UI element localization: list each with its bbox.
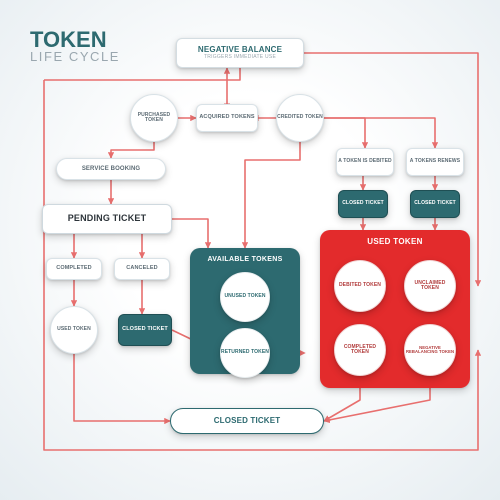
- panel-label: USED TOKEN: [367, 238, 423, 246]
- node-sublabel: TRIGGERS IMMEDIATE USE: [204, 55, 276, 60]
- title-line2: LIFE CYCLE: [30, 51, 120, 63]
- node-pending: PENDING TICKET: [42, 204, 172, 234]
- node-credited: CREDITED TOKEN: [276, 94, 324, 142]
- node-label: NEGATIVE REBALANCING TOKEN: [405, 346, 455, 355]
- node-label: SERVICE BOOKING: [82, 166, 140, 172]
- node-closed_tk_big: CLOSED TICKET: [170, 408, 324, 434]
- node-label: DEBITED TOKEN: [339, 283, 381, 288]
- node-label: USED TOKEN: [57, 327, 91, 332]
- node-debited_tok: DEBITED TOKEN: [334, 260, 386, 312]
- node-label: CLOSED TICKET: [122, 327, 168, 333]
- node-label: ACQUIRED TOKENS: [199, 115, 254, 121]
- node-unclaimed: UNCLAIMED TOKEN: [404, 260, 456, 312]
- node-neg_bal: NEGATIVE BALANCETRIGGERS IMMEDIATE USE: [176, 38, 304, 68]
- node-label: COMPLETED: [56, 266, 92, 272]
- node-acquired: ACQUIRED TOKENS: [196, 104, 258, 132]
- node-label: A TOKEN IS DEBITED: [338, 159, 391, 164]
- node-purchased: PURCHASED TOKEN: [130, 94, 178, 142]
- node-label: CANCELED: [126, 266, 157, 272]
- node-label: UNUSED TOKEN: [224, 294, 265, 299]
- node-neg_rebal: NEGATIVE REBALANCING TOKEN: [404, 324, 456, 376]
- node-label: CREDITED TOKEN: [277, 115, 323, 120]
- title-line1: TOKEN: [30, 30, 120, 51]
- panel-label: AVAILABLE TOKENS: [207, 256, 282, 263]
- token-lifecycle-diagram: TOKEN LIFE CYCLE AVAILABLE TOKENS USED TO…: [0, 0, 500, 500]
- node-renews_note: A TOKENS RENEWS: [406, 148, 464, 176]
- node-label: CLOSED TICKET: [342, 201, 384, 206]
- node-label: UNCLAIMED TOKEN: [405, 281, 455, 292]
- node-svc_book: SERVICE BOOKING: [56, 158, 166, 180]
- node-canceled: CANCELED: [114, 258, 170, 280]
- node-label: A TOKENS RENEWS: [410, 159, 460, 164]
- node-closed_tk_s: CLOSED TICKET: [118, 314, 172, 346]
- diagram-title: TOKEN LIFE CYCLE: [30, 30, 120, 63]
- node-used_tok_l: USED TOKEN: [50, 306, 98, 354]
- node-label: PENDING TICKET: [68, 214, 147, 223]
- node-closed_tk_r2: CLOSED TICKET: [410, 190, 460, 218]
- node-debited_note: A TOKEN IS DEBITED: [336, 148, 394, 176]
- node-label: RETURNED TOKEN: [221, 350, 269, 355]
- node-completed_tok: COMPLETED TOKEN: [334, 324, 386, 376]
- node-unused: UNUSED TOKEN: [220, 272, 270, 322]
- node-label: PURCHASED TOKEN: [131, 113, 177, 124]
- node-completed: COMPLETED: [46, 258, 102, 280]
- node-label: CLOSED TICKET: [214, 417, 281, 425]
- node-label: CLOSED TICKET: [414, 201, 456, 206]
- node-returned: RETURNED TOKEN: [220, 328, 270, 378]
- node-closed_tk_r1: CLOSED TICKET: [338, 190, 388, 218]
- node-label: COMPLETED TOKEN: [335, 345, 385, 356]
